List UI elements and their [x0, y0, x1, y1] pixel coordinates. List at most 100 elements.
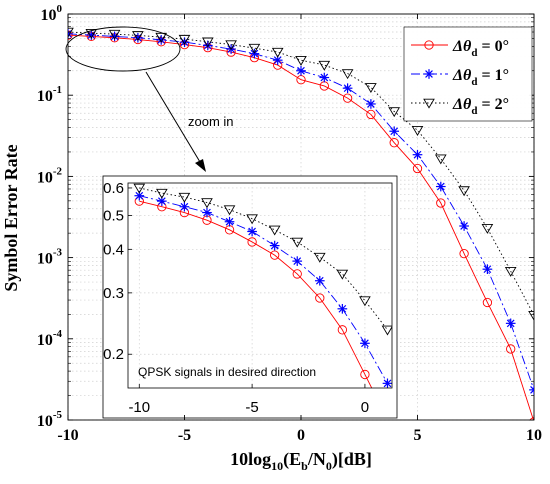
- y-tick-label: 10-4: [37, 328, 63, 349]
- marker-triangle-down: [295, 55, 307, 66]
- marker-star: [314, 275, 325, 286]
- marker-star-stroke: [293, 257, 302, 265]
- marker-triangle-down: [271, 47, 284, 58]
- x-tick-label: 5: [414, 427, 422, 444]
- legend-subscript: d: [471, 76, 477, 88]
- x-axis-label: 10log10(Eb/N0)[dB]: [230, 449, 372, 473]
- inset-y-tick-label: 0.6: [103, 180, 124, 197]
- marker-star: [202, 207, 212, 218]
- marker-star-stroke: [273, 56, 282, 65]
- marker-star: [179, 201, 190, 212]
- marker-star: [247, 226, 257, 237]
- marker-triangle-down: [381, 325, 392, 336]
- y-axis-label: Symbol Error Rate: [1, 144, 21, 291]
- legend-value: = 2°: [477, 96, 509, 113]
- legend-symbol: Δθ: [452, 96, 472, 113]
- y-tick-exp: -5: [53, 409, 63, 421]
- inset-y-tick-label: 0.2: [103, 346, 124, 363]
- y-tick-label: 10-2: [37, 165, 63, 186]
- marker-star-stroke: [436, 182, 445, 191]
- y-tick-label: 10-3: [37, 247, 63, 268]
- marker-star-stroke: [338, 304, 347, 313]
- marker-triangle-down: [504, 266, 517, 277]
- marker-triangle-down: [248, 43, 261, 54]
- marker-triangle-down: [318, 60, 331, 71]
- series-1-line: [68, 33, 534, 391]
- marker-triangle-down: [458, 186, 470, 197]
- marker-star-stroke: [87, 31, 96, 39]
- marker-circle: [292, 269, 302, 279]
- marker-circle: [459, 248, 469, 259]
- marker-star-stroke: [203, 208, 211, 217]
- series-2: [68, 27, 534, 321]
- marker-star-stroke: [297, 66, 305, 75]
- y-tick-base: 10: [37, 169, 53, 186]
- legend-value: = 1°: [477, 67, 509, 84]
- marker-star-stroke: [460, 222, 468, 230]
- marker-triangle-down: [291, 237, 304, 248]
- marker-circle: [337, 325, 348, 335]
- marker-triangle-down: [313, 252, 326, 263]
- marker-circle: [389, 138, 399, 148]
- marker-star-stroke: [343, 84, 352, 93]
- zoom-label: zoom in: [188, 114, 234, 129]
- inset-x-tick-label: 0: [361, 399, 369, 416]
- inset-y-tick-label: 0.5: [103, 208, 124, 225]
- marker-star: [269, 240, 280, 251]
- marker-circle: [270, 250, 280, 260]
- legend-subscript: d: [471, 105, 477, 117]
- marker-circle: [366, 109, 376, 120]
- marker-triangle-down: [365, 83, 377, 94]
- marker-triangle-down: [178, 34, 191, 45]
- marker-star-stroke: [135, 191, 144, 200]
- marker-star-stroke: [530, 386, 534, 391]
- marker-star: [366, 99, 376, 109]
- marker-star: [134, 190, 145, 201]
- marker-triangle-down: [359, 296, 371, 307]
- marker-star: [389, 126, 400, 137]
- x-axis-label-sub: b: [301, 459, 308, 473]
- inset-series-2: [133, 183, 392, 336]
- marker-triangle-down: [341, 69, 354, 80]
- marker-circle: [424, 40, 434, 50]
- marker-star: [224, 216, 235, 227]
- legend-subscript: d: [471, 47, 477, 59]
- legend-symbol: Δθ: [452, 38, 472, 55]
- marker-star-stroke: [157, 197, 166, 205]
- x-tick-label: 0: [297, 427, 305, 444]
- marker-circle: [247, 237, 257, 247]
- marker-circle: [412, 163, 423, 174]
- legend-entry: Δθd = 2°: [452, 96, 509, 117]
- zoom-arrow-shaft: [145, 71, 204, 168]
- legend-symbol: Δθ: [452, 67, 472, 84]
- marker-star: [292, 256, 303, 266]
- marker-triangle-down: [434, 154, 447, 165]
- marker-star: [157, 196, 167, 206]
- inset-background: [102, 175, 398, 419]
- y-tick-label: 10-5: [37, 409, 63, 430]
- marker-star-stroke: [383, 379, 392, 388]
- marker-star-stroke: [68, 32, 72, 38]
- x-axis-label-part: )[dB]: [332, 449, 372, 470]
- marker-triangle-down: [108, 29, 121, 40]
- marker-star: [296, 65, 306, 76]
- marker-circle: [315, 293, 325, 303]
- y-tick-exp: -4: [53, 328, 63, 340]
- marker-star: [529, 385, 534, 395]
- marker-triangle-down: [411, 126, 424, 136]
- marker-star-stroke: [530, 389, 534, 394]
- inset-content: 0.2 0.3 0.4 0.5 0.6 -10 -5 0 QPSK signals in des…: [103, 180, 393, 416]
- x-axis-label-part: (E: [283, 449, 301, 470]
- marker-star-stroke: [506, 319, 515, 328]
- zoom-annotation: zoom in: [65, 26, 234, 172]
- marker-circle: [68, 30, 73, 40]
- inset-y-tick-label: 0.3: [103, 285, 124, 302]
- marker-triangle-down: [528, 311, 534, 321]
- marker-star: [505, 318, 516, 329]
- marker-star: [412, 149, 423, 160]
- inset-grid: [128, 183, 392, 388]
- marker-triangle-down: [388, 107, 401, 118]
- marker-star: [342, 83, 353, 94]
